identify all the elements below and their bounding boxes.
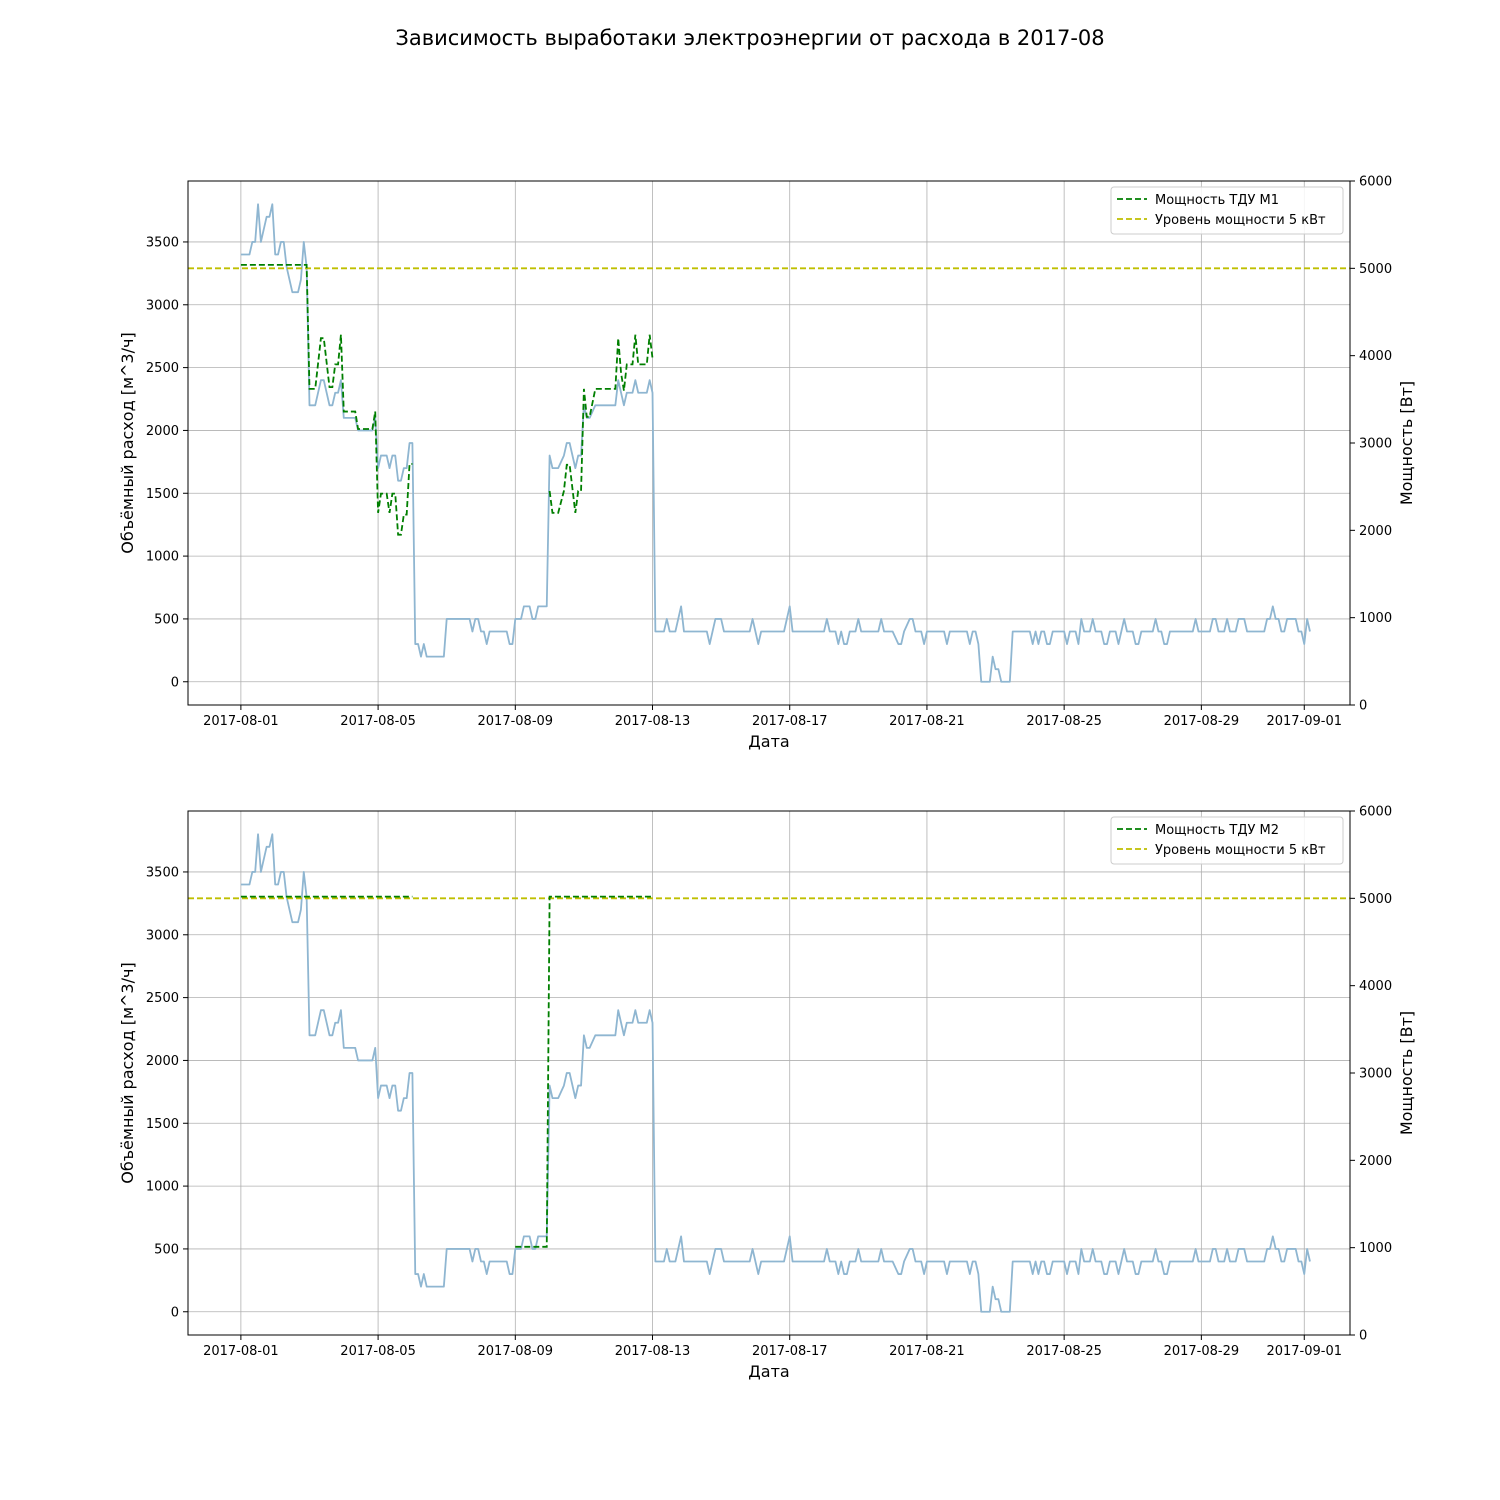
x-tick-label: 2017-08-13 [615,714,691,729]
power-series-line [515,895,653,1248]
y-tick-label: 2500 [146,991,179,1006]
y-axis-label: Объёмный расход [м^3/ч] [118,332,137,553]
y2-tick-label: 0 [1359,699,1367,714]
flow-series-line [240,833,1311,1313]
y-tick-label: 2000 [146,424,179,439]
legend: Мощность ТДУ М2 Уровень мощности 5 кВт [1110,816,1344,865]
y-axis-label: Объёмный расход [м^3/ч] [118,962,137,1183]
x-tick-label: 2017-08-17 [752,714,828,729]
legend-label-level: Уровень мощности 5 кВт [1155,213,1326,228]
y-tick-label: 0 [171,1305,179,1320]
x-tick-label: 2017-08-17 [752,1344,828,1359]
chart-panel-2: 2017-08-01 2017-08-05 2017-08-09 2017-08-13… [118,805,1416,1382]
x-tick-label: 2017-08-09 [478,714,554,729]
legend-box [1110,816,1344,865]
x-tick-label: 2017-08-29 [1164,714,1240,729]
y2-tick-label: 1000 [1359,1241,1392,1256]
power-series-line [240,263,413,536]
y-tick-label: 500 [154,1242,179,1257]
y-tick-label: 2000 [146,1054,179,1069]
y2-tick-label: 2000 [1359,524,1392,539]
x-tick-label: 2017-09-01 [1266,714,1342,729]
y2-tick-label: 3000 [1359,1067,1392,1082]
x-tick-label: 2017-08-21 [889,714,965,729]
y2-axis-label: Мощность [Вт] [1397,1011,1416,1135]
x-tick-label: 2017-08-29 [1164,1344,1240,1359]
x-tick-label: 2017-08-09 [478,1344,554,1359]
legend-label-level: Уровень мощности 5 кВт [1155,843,1326,858]
y2-axis-label: Мощность [Вт] [1397,381,1416,505]
x-tick-label: 2017-08-05 [340,1344,416,1359]
y-tick-label: 1000 [146,1180,179,1195]
power-series-line [548,334,654,514]
x-tick-label: 2017-09-01 [1266,1344,1342,1359]
x-tick-label: 2017-08-13 [615,1344,691,1359]
x-tick-label: 2017-08-01 [203,714,279,729]
y-tick-label: 2500 [146,361,179,376]
figure-title: Зависимость выработаки электроэнергии от… [395,26,1105,50]
flow-series-line [240,203,1311,683]
y2-tick-label: 0 [1359,1329,1367,1344]
legend-label-power: Мощность ТДУ М1 [1155,193,1279,208]
plot-frame [187,180,1351,706]
x-tick-label: 2017-08-21 [889,1344,965,1359]
x-tick-label: 2017-08-25 [1026,714,1102,729]
x-axis-label: Дата [748,1362,789,1381]
legend-box [1110,186,1344,235]
y2-tick-label: 6000 [1359,805,1392,820]
y-tick-label: 3000 [146,928,179,943]
y-tick-label: 0 [171,675,179,690]
x-tick-label: 2017-08-05 [340,714,416,729]
y-tick-label: 1500 [146,1117,179,1132]
y2-tick-label: 3000 [1359,437,1392,452]
y-tick-label: 1000 [146,550,179,565]
x-tick-label: 2017-08-25 [1026,1344,1102,1359]
y2-tick-label: 4000 [1359,979,1392,994]
x-axis-label: Дата [748,732,789,751]
y2-tick-label: 4000 [1359,349,1392,364]
chart-panel-1: 2017-08-01 2017-08-05 2017-08-09 2017-08-13… [118,175,1416,752]
x-tick-label: 2017-08-01 [203,1344,279,1359]
y-tick-label: 1500 [146,487,179,502]
plot-frame [187,810,1351,1336]
y-tick-label: 500 [154,612,179,627]
y2-tick-label: 6000 [1359,175,1392,190]
y-tick-label: 3500 [146,235,179,250]
y2-tick-label: 2000 [1359,1154,1392,1169]
y2-tick-label: 5000 [1359,262,1392,277]
y-tick-label: 3000 [146,298,179,313]
y2-tick-label: 5000 [1359,892,1392,907]
y2-tick-label: 1000 [1359,611,1392,626]
legend: Мощность ТДУ М1 Уровень мощности 5 кВт [1110,186,1344,235]
y-tick-label: 3500 [146,865,179,880]
legend-label-power: Мощность ТДУ М2 [1155,823,1279,838]
